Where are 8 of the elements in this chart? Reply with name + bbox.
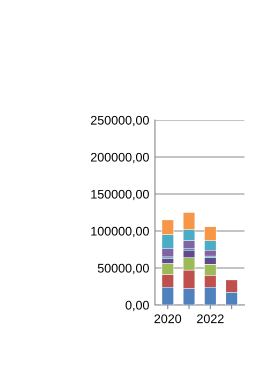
y-tick-label: 50000,00 (98, 264, 149, 274)
x-tick-label: 2022 (197, 314, 224, 324)
y-tick-label: 200000,00 (90, 152, 149, 164)
y-tick-label: 250000,00 (90, 116, 149, 126)
x-tick-label: 2020 (154, 314, 182, 324)
y-tick-label: 100000,00 (91, 226, 149, 238)
y-tick-label: 0,00 (126, 300, 149, 312)
y-tick-label: 150000,00 (91, 190, 149, 200)
